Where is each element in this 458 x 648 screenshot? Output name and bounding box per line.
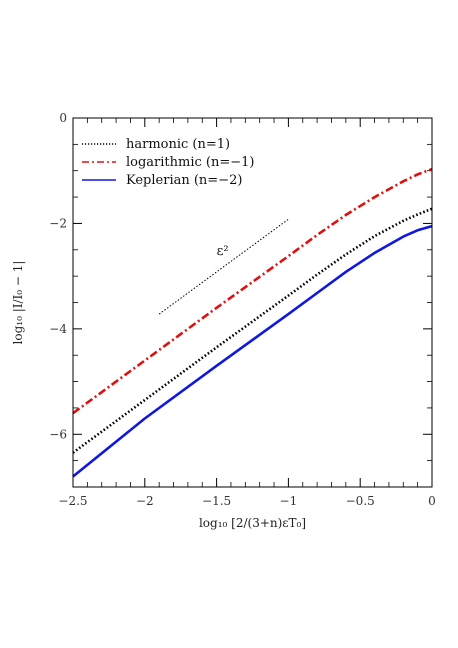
y-axis-label: log₁₀ |I/I₀ − 1| (11, 261, 25, 345)
tick-label-layer: −2.5 −2 −1.5 −1 −0.5 0 −6 −4 −2 0 (49, 111, 436, 508)
series-layer (72, 167, 433, 478)
series-line-1 (72, 207, 433, 454)
x-tick-label: −2.5 (58, 494, 87, 508)
legend-label-2: logarithmic (n=−1) (126, 155, 255, 170)
reference-slope-label: ε² (217, 244, 229, 259)
x-tick-label: 0 (428, 494, 436, 508)
legend-label-1: harmonic (n=1) (126, 137, 230, 152)
plot-frame (72, 117, 433, 488)
legend-label-3: Keplerian (n=−2) (126, 173, 242, 188)
y-tick-label: −4 (49, 322, 67, 336)
annotation-layer: ε² (158, 218, 289, 315)
x-tick-label: −0.5 (346, 494, 375, 508)
y-tick-label: 0 (59, 111, 67, 125)
y-tick-label: −2 (49, 216, 67, 230)
x-tick-label: −1.5 (202, 494, 231, 508)
reference-slope-line (158, 218, 289, 315)
x-axis-label: log₁₀ [2/(3+n)εT₀] (199, 516, 306, 530)
x-tick-label: −2 (136, 494, 154, 508)
series-line-2 (72, 167, 433, 415)
series-line-3 (72, 224, 433, 478)
y-tick-label: −6 (49, 427, 67, 441)
legend: harmonic (n=1) logarithmic (n=−1) Kepleria… (82, 137, 255, 188)
x-tick-label: −1 (280, 494, 298, 508)
